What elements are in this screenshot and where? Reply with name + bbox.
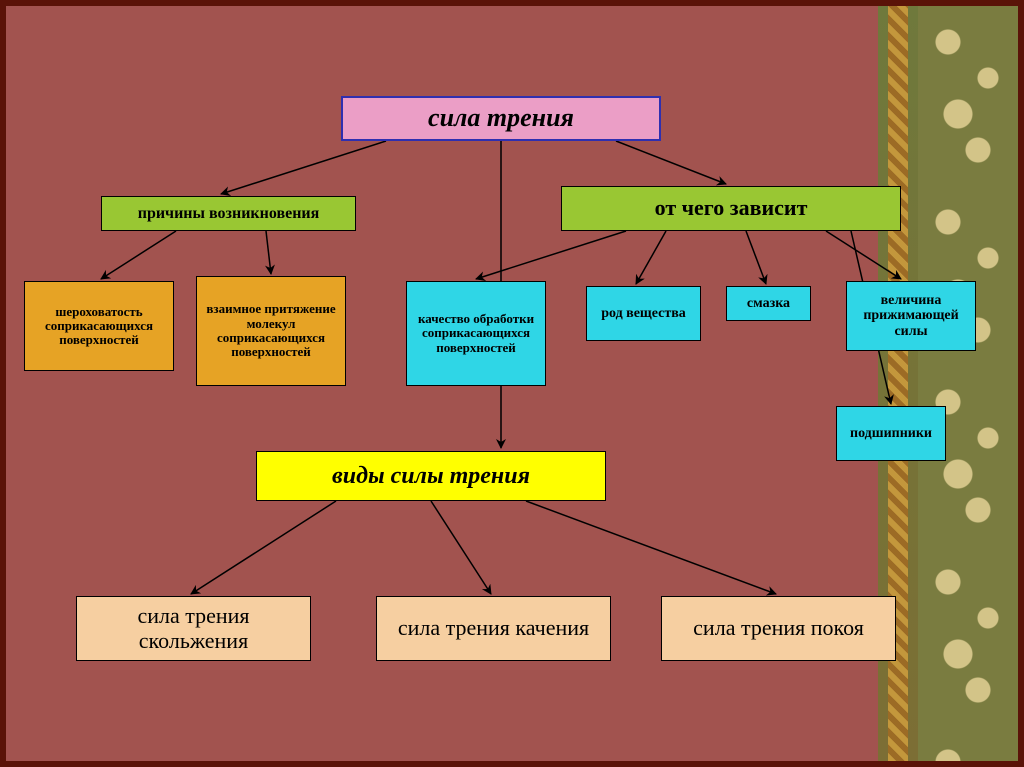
node-rest-label: сила трения покоя	[693, 616, 864, 640]
node-depends: от чего зависит	[561, 186, 901, 231]
node-rough-label: шероховатость соприкасающихся поверхност…	[31, 305, 167, 348]
node-depends-label: от чего зависит	[655, 196, 808, 220]
node-attract-label: взаимное притяжение молекул соприкасающи…	[203, 302, 339, 359]
node-rough: шероховатость соприкасающихся поверхност…	[24, 281, 174, 371]
decor-strip	[878, 6, 1018, 761]
node-slide-label: сила трения скольжения	[83, 604, 304, 652]
node-lube-label: смазка	[747, 296, 790, 311]
node-roll: сила трения качения	[376, 596, 611, 661]
node-bearings: подшипники	[836, 406, 946, 461]
node-material-label: род вещества	[601, 306, 686, 321]
node-types: виды силы трения	[256, 451, 606, 501]
node-attract: взаимное притяжение молекул соприкасающи…	[196, 276, 346, 386]
node-press: величина прижимающей силы	[846, 281, 976, 351]
node-quality: качество обработки соприкасающихся повер…	[406, 281, 546, 386]
node-lube: смазка	[726, 286, 811, 321]
node-causes-label: причины возникновения	[138, 205, 320, 223]
node-root-label: сила трения	[428, 104, 574, 133]
node-roll-label: сила трения качения	[398, 616, 589, 640]
node-quality-label: качество обработки соприкасающихся повер…	[413, 312, 539, 355]
node-slide: сила трения скольжения	[76, 596, 311, 661]
node-rest: сила трения покоя	[661, 596, 896, 661]
node-material: род вещества	[586, 286, 701, 341]
node-causes: причины возникновения	[101, 196, 356, 231]
decor-pattern	[918, 6, 1018, 761]
node-press-label: величина прижимающей силы	[853, 293, 969, 339]
node-types-label: виды силы трения	[332, 463, 530, 489]
node-bearings-label: подшипники	[850, 426, 932, 441]
node-root: сила трения	[341, 96, 661, 141]
slide-frame: сила трения причины возникновения от чег…	[0, 0, 1024, 767]
